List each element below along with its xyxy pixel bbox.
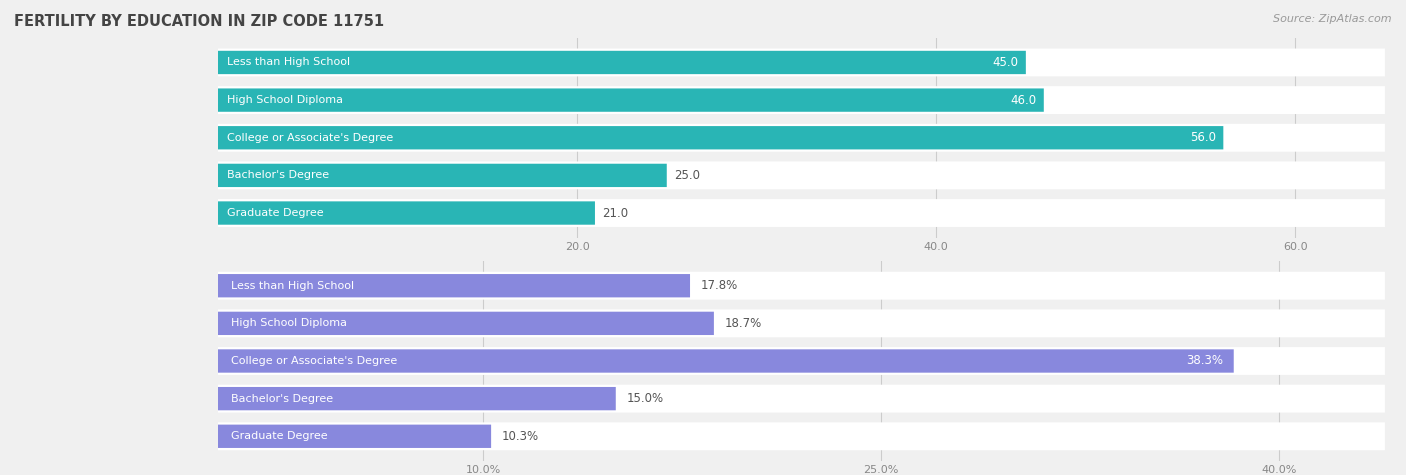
- FancyBboxPatch shape: [218, 164, 666, 187]
- Text: Less than High School: Less than High School: [231, 281, 354, 291]
- Text: 17.8%: 17.8%: [700, 279, 738, 292]
- FancyBboxPatch shape: [218, 347, 1385, 375]
- Text: FERTILITY BY EDUCATION IN ZIP CODE 11751: FERTILITY BY EDUCATION IN ZIP CODE 11751: [14, 14, 384, 29]
- FancyBboxPatch shape: [218, 349, 1233, 373]
- Text: Graduate Degree: Graduate Degree: [226, 208, 323, 218]
- Text: High School Diploma: High School Diploma: [226, 95, 343, 105]
- FancyBboxPatch shape: [218, 312, 714, 335]
- FancyBboxPatch shape: [218, 425, 491, 448]
- Text: Source: ZipAtlas.com: Source: ZipAtlas.com: [1274, 14, 1392, 24]
- FancyBboxPatch shape: [218, 272, 1385, 300]
- Text: 15.0%: 15.0%: [627, 392, 664, 405]
- Text: 25.0: 25.0: [673, 169, 700, 182]
- Text: 21.0: 21.0: [602, 207, 628, 219]
- FancyBboxPatch shape: [218, 201, 595, 225]
- Text: 18.7%: 18.7%: [724, 317, 762, 330]
- Text: College or Associate's Degree: College or Associate's Degree: [231, 356, 398, 366]
- Text: 45.0: 45.0: [993, 56, 1019, 69]
- Text: High School Diploma: High School Diploma: [231, 318, 347, 328]
- Text: College or Associate's Degree: College or Associate's Degree: [226, 133, 394, 143]
- FancyBboxPatch shape: [218, 422, 1385, 450]
- FancyBboxPatch shape: [218, 126, 1223, 150]
- Text: 56.0: 56.0: [1189, 131, 1216, 144]
- Text: Bachelor's Degree: Bachelor's Degree: [226, 171, 329, 180]
- Text: 46.0: 46.0: [1011, 94, 1036, 106]
- FancyBboxPatch shape: [218, 199, 1385, 227]
- Text: 38.3%: 38.3%: [1187, 354, 1223, 368]
- FancyBboxPatch shape: [218, 124, 1385, 152]
- Text: 10.3%: 10.3%: [502, 430, 538, 443]
- Text: Bachelor's Degree: Bachelor's Degree: [231, 394, 333, 404]
- Text: Less than High School: Less than High School: [226, 57, 350, 67]
- FancyBboxPatch shape: [218, 88, 1043, 112]
- FancyBboxPatch shape: [218, 385, 1385, 413]
- FancyBboxPatch shape: [218, 48, 1385, 76]
- FancyBboxPatch shape: [218, 51, 1026, 74]
- FancyBboxPatch shape: [218, 387, 616, 410]
- Text: Graduate Degree: Graduate Degree: [231, 431, 328, 441]
- FancyBboxPatch shape: [218, 309, 1385, 337]
- FancyBboxPatch shape: [218, 162, 1385, 190]
- FancyBboxPatch shape: [218, 274, 690, 297]
- FancyBboxPatch shape: [218, 86, 1385, 114]
